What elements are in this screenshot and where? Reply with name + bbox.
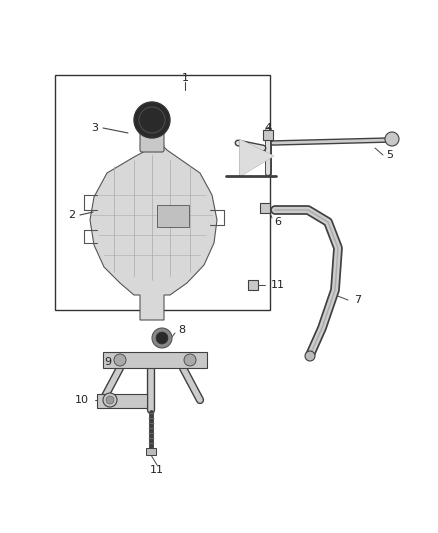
Bar [248,280,258,290]
Bar [260,203,270,213]
Circle shape [156,332,168,344]
Circle shape [114,354,126,366]
Text: 11: 11 [271,280,285,290]
Circle shape [134,102,170,138]
Circle shape [184,354,196,366]
Bar [55,75,270,310]
Text: 9: 9 [104,357,112,367]
Circle shape [106,396,114,404]
Bar [97,394,147,408]
Circle shape [305,351,315,361]
Bar [103,352,207,368]
Text: 11: 11 [150,465,164,475]
Text: 2: 2 [68,210,76,220]
Text: 1: 1 [181,73,188,83]
Bar [263,130,273,140]
Polygon shape [90,143,217,320]
Text: 10: 10 [75,395,89,405]
Bar [146,448,156,455]
Text: 6: 6 [275,217,282,227]
Text: 7: 7 [354,295,361,305]
Text: 3: 3 [92,123,99,133]
Circle shape [152,328,172,348]
Text: 5: 5 [386,150,393,160]
Circle shape [385,132,399,146]
Text: 4: 4 [265,123,272,133]
Circle shape [103,393,117,407]
Text: 8: 8 [178,325,186,335]
Bar [157,205,189,227]
Polygon shape [240,140,273,176]
FancyBboxPatch shape [140,126,164,152]
